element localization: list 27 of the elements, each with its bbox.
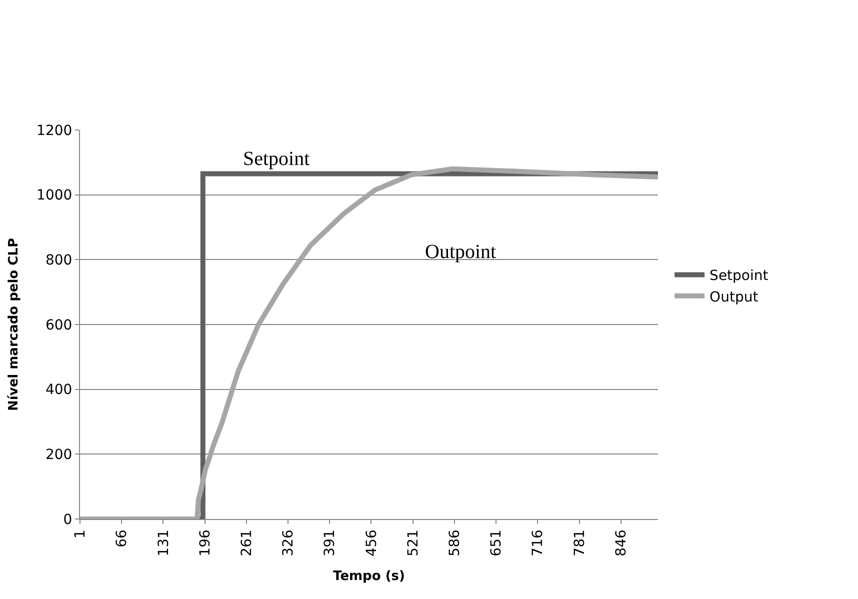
y-tick-label: 800 [45, 252, 72, 269]
y-tick-label: 0 [63, 512, 72, 528]
x-tick-label: 261 [238, 530, 255, 556]
y-axis-title: Nível marcado pelo CLP [6, 238, 22, 411]
annotation: Outpoint [425, 241, 497, 263]
y-tick-label: 1000 [36, 188, 72, 204]
x-tick-label: 521 [405, 530, 422, 556]
x-tick-label: 66 [114, 530, 130, 548]
y-tick-label: 1200 [36, 122, 72, 139]
x-tick-label: 716 [530, 530, 546, 556]
annotation: Setpoint [243, 148, 310, 170]
x-tick-label: 326 [280, 530, 297, 556]
x-tick-label: 456 [364, 530, 380, 556]
legend-label: Setpoint [710, 268, 769, 284]
y-tick-label: 200 [45, 447, 72, 464]
x-tick-label: 391 [322, 530, 338, 556]
x-tick-label: 196 [197, 530, 214, 556]
x-tick-label: 846 [613, 530, 630, 556]
x-tick-label: 651 [488, 530, 505, 556]
x-axis-title: Tempo (s) [333, 568, 405, 584]
x-tick-label: 131 [156, 530, 172, 556]
y-tick-label: 600 [45, 317, 72, 334]
x-tick-label: 1 [72, 530, 89, 539]
x-tick-label: 781 [572, 530, 588, 556]
x-tick-label: 586 [447, 530, 463, 556]
y-tick-label: 400 [45, 382, 72, 398]
legend-label: Output [710, 289, 759, 306]
